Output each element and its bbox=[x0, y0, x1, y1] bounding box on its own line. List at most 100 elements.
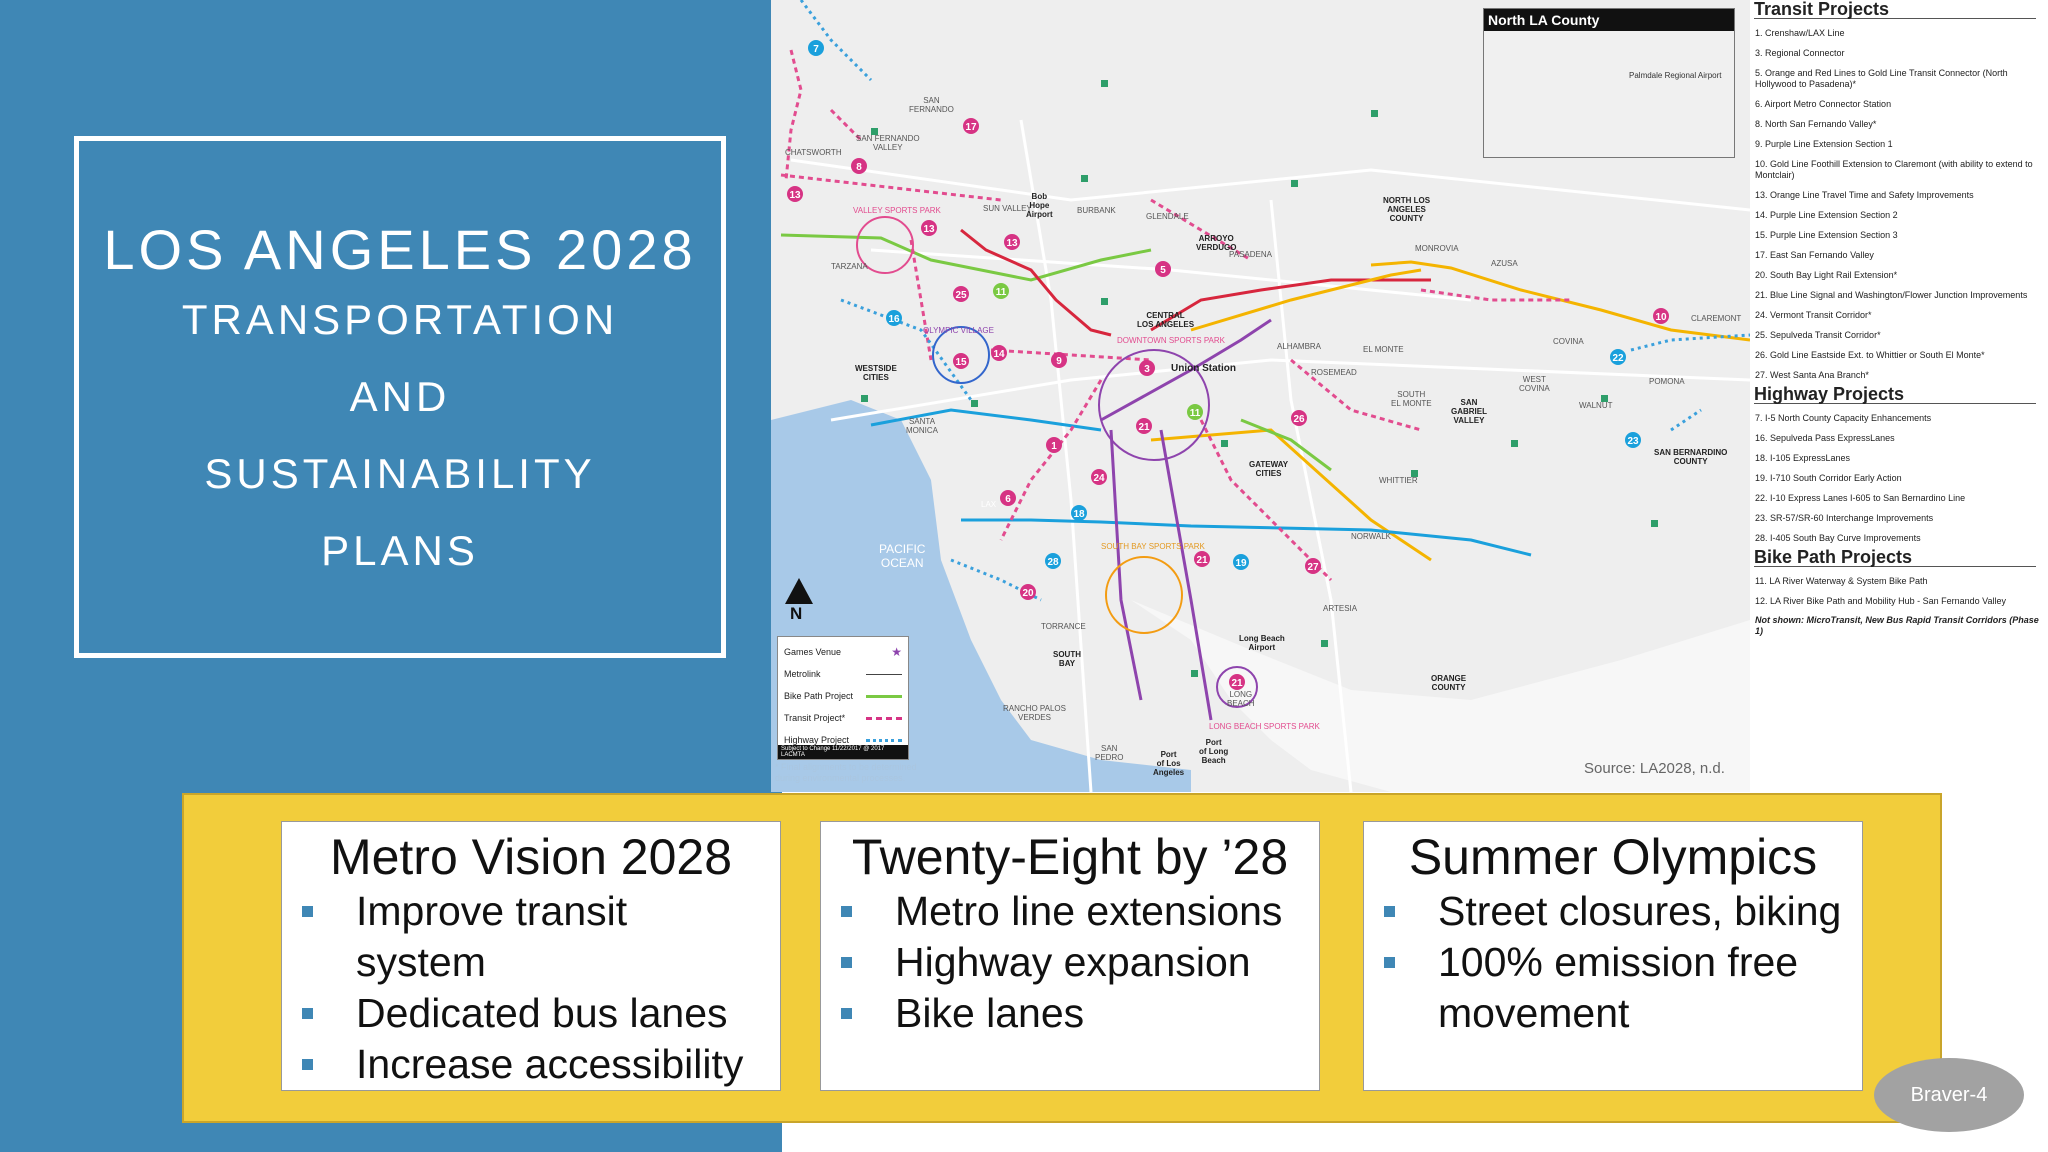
map-label: SUN VALLEY bbox=[983, 204, 1032, 213]
marker-label: 13 bbox=[789, 190, 801, 201]
project-item: 7. I-5 North County Capacity Enhancement… bbox=[1755, 413, 1932, 423]
bike-swatch bbox=[866, 694, 902, 698]
metrolink-swatch bbox=[866, 673, 902, 675]
project-item: 24. Vermont Transit Corridor* bbox=[1755, 310, 1872, 320]
highway-projects-heading: Highway Projects bbox=[1754, 385, 2036, 404]
card-list: Improve transit system Dedicated bus lan… bbox=[302, 886, 760, 1090]
marker-label: 13 bbox=[923, 224, 935, 235]
project-item: 18. I-105 ExpressLanes bbox=[1755, 453, 1851, 463]
map-label: BURBANK bbox=[1077, 206, 1116, 215]
legend-item: Metrolink bbox=[784, 663, 902, 685]
marker-label: 7 bbox=[813, 44, 819, 55]
map-label: NORTH LOS ANGELES COUNTY bbox=[1383, 196, 1431, 223]
map-label: SANTA MONICA bbox=[906, 417, 938, 435]
project-item: 27. West Santa Ana Branch* bbox=[1755, 370, 1869, 380]
map-label: ORANGE COUNTY bbox=[1431, 674, 1467, 692]
project-item: 9. Purple Line Extension Section 1 bbox=[1755, 139, 1893, 149]
marker-label: 26 bbox=[1293, 414, 1305, 425]
map-label: Long Beach Airport bbox=[1239, 634, 1285, 652]
map-label: CLAREMONT bbox=[1691, 314, 1742, 323]
marker-label: 19 bbox=[1235, 558, 1247, 569]
marker-label: 9 bbox=[1056, 356, 1062, 367]
legend-item: Bike Path Project bbox=[784, 685, 902, 707]
marker-label: 11 bbox=[996, 287, 1007, 298]
project-item: 17. East San Fernando Valley bbox=[1755, 250, 1874, 260]
card-bullet: Dedicated bus lanes bbox=[302, 988, 760, 1039]
bike-projects-heading: Bike Path Projects bbox=[1754, 548, 2036, 567]
map-label: DOWNTOWN SPORTS PARK bbox=[1117, 336, 1226, 345]
final-alignment-note: * Final alignments to be determined duri… bbox=[775, 762, 917, 783]
map-label: NORWALK bbox=[1351, 532, 1392, 541]
map-label: SOUTH BAY SPORTS PARK bbox=[1101, 542, 1205, 551]
marker-label: 23 bbox=[1627, 436, 1639, 447]
marker-label: 21 bbox=[1231, 678, 1243, 689]
map-label: SAN GABRIEL VALLEY bbox=[1451, 398, 1487, 425]
map-label: PASADENA bbox=[1229, 250, 1272, 259]
marker-label: 14 bbox=[993, 349, 1005, 360]
project-item: 10. Gold Line Foothill Extension to Clar… bbox=[1755, 159, 2033, 180]
marker-label: 22 bbox=[1612, 353, 1624, 364]
transit-map: 7 17 8 13 13 13 25 11 16 15 14 9 5 3 21 … bbox=[771, 0, 1750, 792]
transit-project-list: 1. Crenshaw/LAX Line 3. Regional Connecto… bbox=[1750, 28, 2048, 381]
marker-label: 8 bbox=[856, 162, 862, 173]
map-label: Port of Los Angeles bbox=[1153, 750, 1185, 777]
map-label: LONG BEACH SPORTS PARK bbox=[1209, 722, 1320, 731]
map-label: GLENDALE bbox=[1146, 212, 1189, 221]
card-bullet: Bike lanes bbox=[841, 988, 1299, 1039]
project-item: 21. Blue Line Signal and Washington/Flow… bbox=[1755, 290, 2028, 300]
map-label: SAN FERNANDO VALLEY bbox=[856, 134, 920, 152]
subtitle-line: PLANS bbox=[321, 526, 479, 574]
map-label: SOUTH BAY bbox=[1053, 650, 1081, 668]
summary-band: Metro Vision 2028 Improve transit system… bbox=[182, 793, 1942, 1123]
subtitle-line: SUSTAINABILITY bbox=[204, 449, 596, 497]
map-label: ARROYO VERDUGO bbox=[1196, 234, 1237, 252]
ocean-label: PACIFIC OCEAN bbox=[879, 542, 926, 570]
marker-label: 3 bbox=[1144, 364, 1150, 375]
map-legend: Games Venue ★ Metrolink Bike Path Project… bbox=[777, 636, 909, 760]
card-bullet: Improve transit system bbox=[302, 886, 760, 988]
legend-item: Highway Project bbox=[784, 729, 902, 751]
highway-project-list: 7. I-5 North County Capacity Enhancement… bbox=[1750, 413, 2048, 544]
project-item: 3. Regional Connector bbox=[1755, 48, 1845, 58]
card-bullet: Highway expansion bbox=[841, 937, 1299, 988]
card-title: Metro Vision 2028 bbox=[329, 829, 733, 885]
map-label: ROSEMEAD bbox=[1311, 368, 1357, 377]
map-label: SAN PEDRO bbox=[1095, 744, 1124, 762]
map-label: Port of Long Beach bbox=[1199, 738, 1229, 765]
project-item: 8. North San Fernando Valley* bbox=[1755, 119, 1877, 129]
marker-label: 28 bbox=[1047, 557, 1059, 568]
card-bullet: Street closures, biking bbox=[1384, 886, 1842, 937]
project-item: 23. SR-57/SR-60 Interchange Improvements bbox=[1755, 513, 1934, 523]
card-summer-olympics: Summer Olympics Street closures, biking … bbox=[1363, 821, 1863, 1091]
source-citation: Source: LA2028, n.d. bbox=[1584, 760, 1725, 777]
project-item: 14. Purple Line Extension Section 2 bbox=[1755, 210, 1898, 220]
subtitle-line: AND bbox=[349, 372, 451, 420]
map-label: OLYMPIC VILLAGE bbox=[923, 326, 994, 335]
not-shown-note: Not shown: MicroTransit, New Bus Rapid T… bbox=[1755, 615, 2039, 636]
star-icon: ★ bbox=[891, 645, 902, 659]
map-label: VALLEY SPORTS PARK bbox=[853, 206, 941, 215]
highway-swatch bbox=[866, 738, 902, 742]
map-label: COVINA bbox=[1553, 337, 1584, 346]
inset-title: North LA County bbox=[1484, 9, 1734, 31]
map-label: GATEWAY CITIES bbox=[1249, 460, 1289, 478]
marker-label: 6 bbox=[1005, 494, 1011, 505]
map-label: SAN FERNANDO bbox=[909, 96, 954, 114]
map-label: AZUSA bbox=[1491, 259, 1518, 268]
project-item: 28. I-405 South Bay Curve Improvements bbox=[1755, 533, 1921, 543]
map-label: ALHAMBRA bbox=[1277, 342, 1322, 351]
project-item: 6. Airport Metro Connector Station bbox=[1755, 99, 1892, 109]
project-list-panel: Transit Projects 1. Crenshaw/LAX Line 3. … bbox=[1750, 0, 2048, 792]
project-item: 15. Purple Line Extension Section 3 bbox=[1755, 230, 1898, 240]
card-title: Twenty-Eight by ’28 bbox=[851, 829, 1289, 885]
card-bullet: Increase accessibility bbox=[302, 1039, 760, 1090]
project-item: 19. I-710 South Corridor Early Action bbox=[1755, 473, 1902, 483]
map-label: MONROVIA bbox=[1415, 244, 1459, 253]
north-arrow-icon bbox=[785, 578, 813, 604]
project-item: 16. Sepulveda Pass ExpressLanes bbox=[1755, 433, 1895, 443]
bike-project-list: 11. LA River Waterway & System Bike Path… bbox=[1750, 576, 2048, 607]
inset-map: North LA County Palmdale Regional Airpor… bbox=[1483, 8, 1735, 158]
marker-label: 13 bbox=[1006, 238, 1018, 249]
map-label: WEST COVINA bbox=[1519, 375, 1550, 393]
map-label: LAX bbox=[981, 500, 997, 509]
